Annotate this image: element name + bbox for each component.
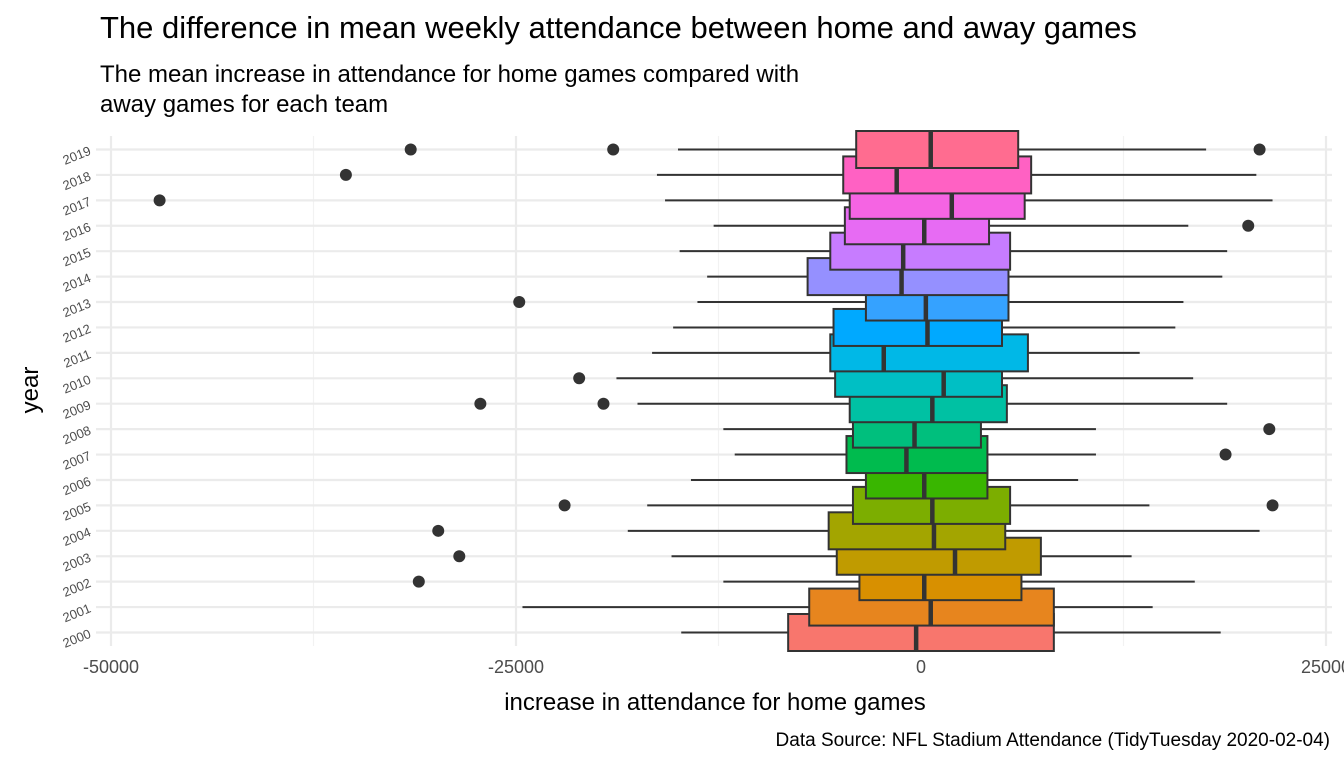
y-tick-label: 2015 xyxy=(61,245,93,270)
x-axis-title: increase in attendance for home games xyxy=(504,689,926,716)
outlier-point xyxy=(339,168,352,181)
y-tick-label: 2017 xyxy=(61,194,93,219)
chart-subtitle: The mean increase in attendance for home… xyxy=(100,61,800,118)
outlier-point xyxy=(153,194,166,207)
y-tick-label: 2009 xyxy=(61,397,93,422)
outlier-point xyxy=(412,575,425,588)
y-tick-label: 2006 xyxy=(61,473,93,498)
outlier-point xyxy=(1242,219,1255,232)
outlier-point xyxy=(1253,143,1266,156)
x-tick-label: -25000 xyxy=(488,657,544,677)
y-tick-label: 2016 xyxy=(61,219,93,244)
x-axis-tick-labels: -50000 -25000 0 25000 xyxy=(83,657,1344,677)
y-tick-label: 2003 xyxy=(61,550,93,575)
x-tick-label: -50000 xyxy=(83,657,139,677)
outlier-point xyxy=(573,372,586,385)
y-axis-title: year xyxy=(17,367,44,414)
outlier-point xyxy=(1266,499,1279,512)
box-2008 xyxy=(723,409,1276,449)
chart-caption: Data Source: NFL Stadium Attendance (Tid… xyxy=(775,730,1330,751)
outlier-point xyxy=(432,524,445,537)
y-tick-label: 2012 xyxy=(61,321,93,346)
box-2001 xyxy=(522,587,1153,627)
gridlines xyxy=(96,136,1332,646)
outlier-point xyxy=(558,499,571,512)
y-tick-label: 2011 xyxy=(61,346,93,370)
outlier-point xyxy=(453,550,466,563)
outlier-point xyxy=(1219,448,1232,461)
y-tick-label: 2000 xyxy=(61,626,93,651)
y-tick-label: 2018 xyxy=(61,168,93,193)
y-tick-label: 2019 xyxy=(61,143,93,168)
y-tick-label: 2005 xyxy=(61,499,93,524)
outlier-point xyxy=(513,296,526,309)
y-axis-tick-labels: 2000200120022003200420052006200720082009… xyxy=(61,143,93,651)
y-tick-label: 2008 xyxy=(61,423,93,448)
y-tick-label: 2010 xyxy=(61,372,93,397)
chart-title: The difference in mean weekly attendance… xyxy=(100,10,1137,45)
outlier-point xyxy=(474,397,487,410)
x-tick-label: 25000 xyxy=(1301,657,1344,677)
y-tick-label: 2004 xyxy=(61,524,93,549)
y-tick-label: 2014 xyxy=(61,270,93,295)
y-tick-label: 2013 xyxy=(61,296,93,321)
boxplot-series xyxy=(153,130,1279,652)
outlier-point xyxy=(607,143,620,156)
box-2019 xyxy=(404,130,1266,169)
y-tick-label: 2001 xyxy=(61,601,93,626)
outlier-point xyxy=(1263,423,1276,436)
outlier-point xyxy=(597,397,610,410)
y-tick-label: 2002 xyxy=(61,575,93,600)
box-body xyxy=(855,130,1020,169)
outlier-point xyxy=(404,143,417,156)
x-tick-label: 0 xyxy=(916,657,926,677)
y-tick-label: 2007 xyxy=(61,448,93,473)
